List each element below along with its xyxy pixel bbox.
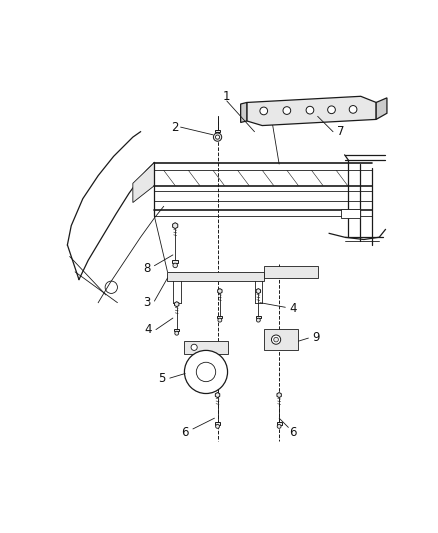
Polygon shape [133,163,155,203]
Polygon shape [215,392,220,398]
Polygon shape [218,288,222,294]
Polygon shape [264,265,318,278]
Polygon shape [172,260,178,263]
Circle shape [349,106,357,113]
Polygon shape [215,422,220,425]
Polygon shape [256,316,261,318]
Polygon shape [240,102,247,123]
Circle shape [306,106,314,114]
Polygon shape [247,96,376,126]
Polygon shape [173,223,178,229]
Polygon shape [167,272,264,281]
Circle shape [215,424,219,429]
Circle shape [260,107,268,115]
Circle shape [272,335,281,344]
Text: 4: 4 [289,302,297,316]
Text: 4: 4 [145,323,152,336]
Circle shape [175,332,179,335]
Polygon shape [341,209,360,218]
Circle shape [256,318,260,322]
Text: 3: 3 [143,296,150,309]
Circle shape [196,362,215,382]
Circle shape [283,107,291,115]
Polygon shape [217,316,223,318]
Circle shape [274,337,279,342]
Circle shape [191,344,197,350]
Polygon shape [174,329,179,332]
Polygon shape [174,302,179,306]
Polygon shape [256,288,261,294]
Circle shape [218,318,222,322]
Text: 1: 1 [223,90,230,103]
Text: 5: 5 [159,372,166,385]
Text: 9: 9 [312,331,320,344]
Text: 8: 8 [143,262,150,274]
Text: 2: 2 [171,120,179,134]
Polygon shape [277,422,282,425]
Circle shape [215,135,219,139]
Polygon shape [184,341,228,354]
Circle shape [184,350,228,393]
Circle shape [277,424,281,429]
Circle shape [328,106,336,114]
Polygon shape [277,392,281,398]
Text: 6: 6 [181,425,189,439]
Polygon shape [264,329,298,350]
Polygon shape [376,98,387,119]
Text: 6: 6 [289,425,297,439]
Text: 7: 7 [337,125,345,138]
Polygon shape [215,130,220,133]
Circle shape [173,263,177,268]
Circle shape [213,133,222,141]
